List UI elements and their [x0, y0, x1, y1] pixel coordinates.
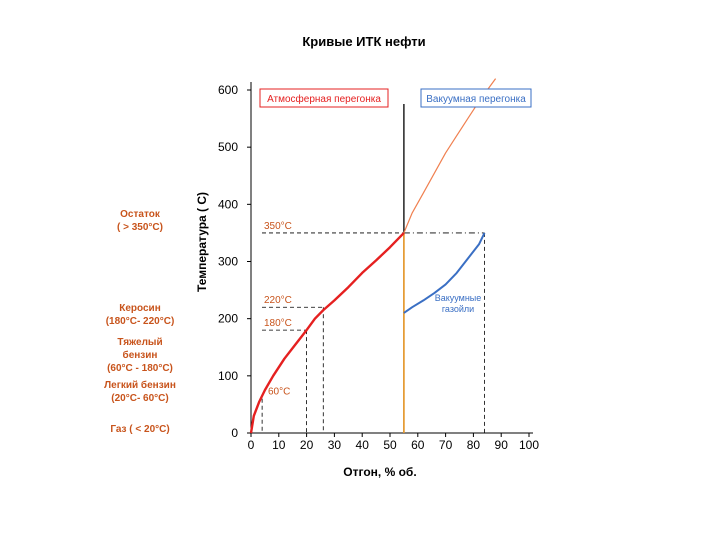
fraction-label: Газ ( < 20°С) — [110, 424, 169, 435]
x-tick-label: 20 — [300, 438, 314, 452]
fraction-label: (60°С - 180°С) — [107, 363, 173, 374]
temp-mark-label: 180°С — [264, 318, 292, 329]
vacuum-gasoil-label: Вакуумные — [435, 293, 482, 303]
x-axis-label: Отгон, % об. — [343, 465, 416, 479]
fraction-label: Керосин — [119, 303, 161, 314]
fraction-label: Остаток — [120, 209, 161, 220]
x-tick-label: 80 — [467, 438, 481, 452]
x-tick-label: 30 — [328, 438, 342, 452]
y-tick-label: 300 — [218, 255, 238, 269]
fraction-label: (180°С- 220°С) — [106, 316, 175, 327]
temp-mark-label: 60°С — [268, 387, 290, 398]
x-tick-label: 100 — [519, 438, 539, 452]
fraction-label: Легкий бензин — [104, 379, 176, 391]
y-tick-label: 100 — [218, 369, 238, 383]
x-tick-label: 90 — [495, 438, 509, 452]
x-tick-label: 70 — [439, 438, 453, 452]
chart-title: Кривые ИТК нефти — [302, 34, 425, 49]
y-tick-label: 400 — [218, 197, 238, 211]
plot-area: 0 100 200 300 400 500 600 0 10 20 30 40 50 60 70 80 90 10… — [104, 78, 539, 452]
x-tick-label: 0 — [248, 438, 255, 452]
temp-mark-label: 220°С — [264, 295, 292, 306]
atm-box — [259, 88, 389, 108]
atm-box-label: Атмосферная перегонка — [267, 93, 381, 105]
fraction-label: бензин — [123, 349, 158, 361]
x-tick-label: 40 — [356, 438, 370, 452]
y-tick-label: 0 — [231, 426, 238, 440]
vac-box — [420, 88, 532, 108]
vacuum-gasoil-label: газойли — [442, 304, 474, 314]
x-tick-label: 60 — [411, 438, 425, 452]
temp-mark-label: 350°С — [264, 221, 292, 232]
x-tick-label: 50 — [383, 438, 397, 452]
fraction-label: (20°С- 60°С) — [111, 393, 168, 404]
fraction-label: ( > 350°С) — [117, 222, 163, 233]
vac-box-label: Вакуумная перегонка — [426, 94, 526, 105]
y-tick-label: 600 — [218, 83, 238, 97]
y-axis-label: Температура ( С) — [195, 192, 209, 292]
y-tick-label: 200 — [218, 312, 238, 326]
series-line — [249, 232, 405, 434]
series-line — [403, 232, 486, 314]
x-tick-label: 10 — [272, 438, 286, 452]
fraction-label: Тяжелый — [117, 337, 162, 348]
y-tick-label: 500 — [218, 140, 238, 154]
